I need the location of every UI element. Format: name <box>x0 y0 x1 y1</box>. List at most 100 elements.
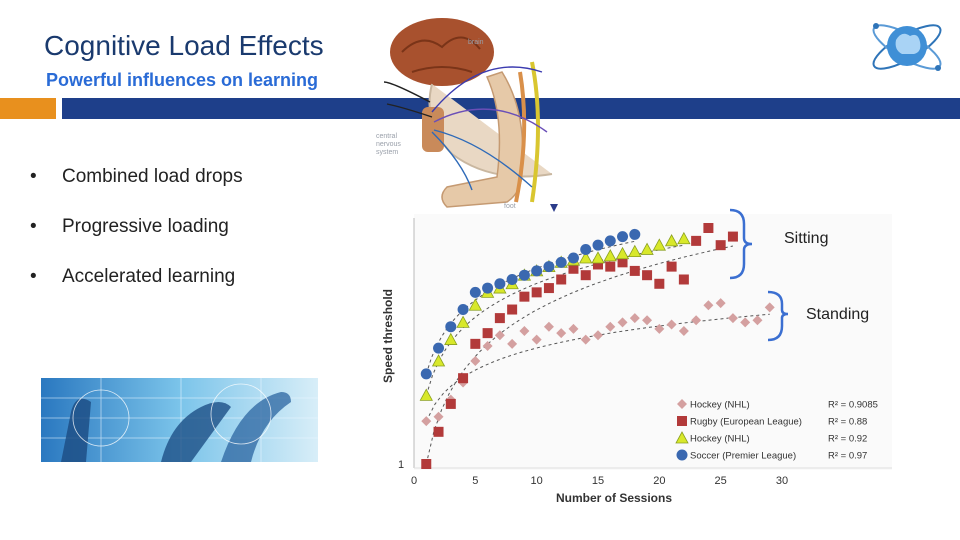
data-point <box>470 338 481 349</box>
data-point <box>555 256 567 268</box>
legend-label: Rugby (European League) <box>690 417 802 428</box>
y-tick-label: 1 <box>398 459 404 471</box>
arrow-icon <box>550 204 558 212</box>
data-point <box>531 265 543 277</box>
spinal-cord-icon <box>422 107 444 152</box>
anatomy-label-brain: brain <box>468 39 484 46</box>
trend-line <box>425 244 684 396</box>
bullet-item: • Combined load drops <box>30 166 243 216</box>
data-point <box>482 282 494 294</box>
x-tick-labels: 0 5 10 15 20 25 30 <box>411 475 788 487</box>
anatomy-label-cns: nervous <box>376 141 401 148</box>
data-point <box>677 231 691 245</box>
accent-bar-orange <box>0 98 56 119</box>
legend-marker <box>677 416 687 426</box>
data-point <box>629 265 640 276</box>
bullet-text: Combined load drops <box>62 166 243 187</box>
bullet-item: • Accelerated learning <box>30 266 243 316</box>
data-point <box>421 416 432 427</box>
brain-icon <box>390 18 494 86</box>
data-point <box>568 323 579 334</box>
x-tick-label: 10 <box>531 475 543 487</box>
data-point <box>420 368 432 380</box>
data-point <box>543 283 554 294</box>
data-point <box>580 243 592 255</box>
bracket-sitting <box>729 208 753 280</box>
data-point <box>593 330 603 341</box>
data-point <box>543 321 554 332</box>
annotation-standing: Standing <box>806 306 870 323</box>
data-point <box>591 251 605 264</box>
data-point <box>640 242 654 255</box>
data-point <box>469 286 481 298</box>
data-point <box>494 313 505 324</box>
y-axis-label: Speed threshold <box>381 289 395 383</box>
data-point <box>568 263 579 274</box>
data-point <box>715 240 726 251</box>
data-point <box>419 388 433 401</box>
legend-r2: R² = 0.88 <box>828 417 867 428</box>
data-point <box>605 261 616 272</box>
data-point <box>715 298 726 309</box>
data-point <box>666 319 677 330</box>
slide-title: Cognitive Load Effects <box>44 30 324 61</box>
data-point <box>556 274 567 285</box>
bullet-text: Progressive loading <box>62 216 229 237</box>
data-point <box>507 304 518 315</box>
data-point <box>445 398 456 409</box>
data-point <box>652 238 667 251</box>
anatomy-illustration: brain central nervous system foot <box>376 18 558 212</box>
data-point <box>703 300 714 311</box>
plot-background <box>414 214 892 470</box>
data-point <box>444 332 458 345</box>
speed-threshold-chart: 0 5 10 15 20 25 30 1 Number of Sessions Speed … <box>381 208 892 505</box>
data-point <box>531 287 542 298</box>
data-point <box>531 334 542 345</box>
data-point <box>691 235 702 246</box>
legend-marker <box>676 449 688 461</box>
legend-r2: R² = 0.97 <box>828 451 867 462</box>
data-point <box>456 315 470 328</box>
data-point <box>703 223 714 233</box>
leg-icon <box>221 392 291 462</box>
data-point <box>615 246 630 260</box>
bullet-list: • Combined load drops • Progressive loadin… <box>30 166 243 316</box>
gait-illustration <box>41 378 318 462</box>
bullet-dot: • <box>30 166 37 187</box>
data-point <box>494 278 506 290</box>
data-point <box>617 231 629 243</box>
data-point <box>654 278 665 289</box>
data-point <box>727 231 738 242</box>
slide-subtitle: Powerful influences on learning <box>46 70 319 90</box>
data-point <box>605 321 616 332</box>
bracket-standing <box>767 290 789 342</box>
data-point <box>506 273 518 285</box>
data-point <box>752 315 763 326</box>
x-tick-label: 25 <box>715 475 727 487</box>
legend-marker <box>675 431 689 444</box>
data-point <box>519 291 530 302</box>
data-point <box>642 315 653 326</box>
legend-label: Soccer (Premier League) <box>690 451 796 462</box>
data-point <box>470 356 481 367</box>
data-points <box>419 223 775 469</box>
data-point <box>468 298 483 311</box>
leg-icon <box>161 402 231 462</box>
data-point <box>678 325 689 336</box>
data-point <box>519 325 530 336</box>
data-point <box>445 321 457 333</box>
data-point <box>664 234 679 247</box>
x-tick-label: 15 <box>592 475 604 487</box>
bullet-dot: • <box>30 266 37 287</box>
data-point <box>740 317 751 328</box>
data-point <box>431 354 446 367</box>
bullet-text: Accelerated learning <box>62 266 236 287</box>
data-point <box>567 252 579 264</box>
data-point <box>628 244 642 257</box>
data-point <box>593 259 603 270</box>
legend-r2: R² = 0.9085 <box>828 400 878 411</box>
data-point <box>666 261 677 272</box>
data-point <box>678 274 689 285</box>
legend-marker <box>677 399 687 409</box>
data-point <box>433 426 444 437</box>
